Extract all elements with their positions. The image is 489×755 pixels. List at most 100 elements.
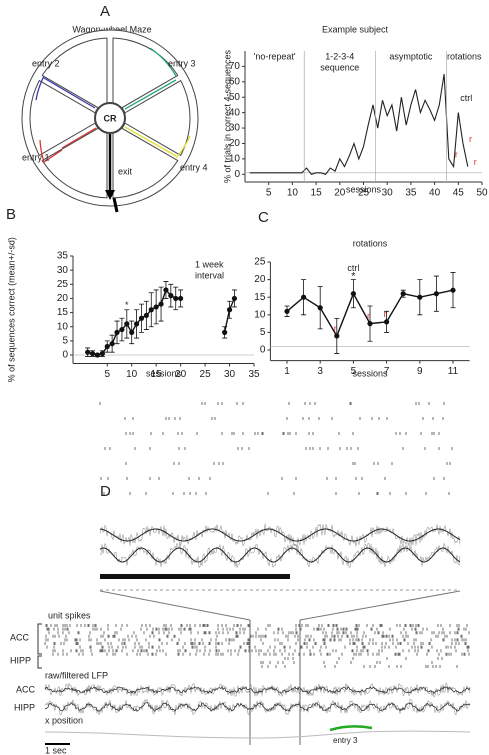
data-point (124, 321, 130, 327)
significance-star: * (351, 271, 356, 283)
maze-ring-inner (22, 30, 198, 206)
y-tick-label: 20 (254, 274, 266, 285)
x-tick-label: 11 (448, 366, 459, 377)
y-tick-label: 20 (57, 293, 69, 304)
lfp-trace (44, 698, 471, 716)
y-tick-label: 70 (229, 61, 241, 72)
data-point (153, 304, 159, 310)
significance-star: * (125, 300, 129, 310)
lfp-trace (99, 523, 461, 548)
data-point (85, 349, 91, 355)
y-tick-label: 35 (57, 251, 69, 262)
x-tick-label: 20 (334, 188, 346, 199)
data-point (119, 326, 125, 333)
data-line (249, 74, 469, 175)
x-axis-label: sessions (352, 368, 388, 378)
spike-raster (260, 657, 458, 668)
position-label: x position (45, 715, 83, 725)
scale-label: 1 sec (45, 745, 67, 755)
y-tick-label: 20 (229, 138, 241, 149)
lfp-region-label: ACC (16, 684, 36, 694)
x-tick-label: 20 (175, 369, 187, 380)
zoom-bar (100, 574, 290, 579)
rotation-marker: r (474, 157, 477, 167)
rotation-marker: r (469, 134, 472, 144)
x-tick-label: 1 (284, 366, 290, 377)
y-axis-label: % of trials in correct 4-sequences (222, 49, 232, 183)
rotation-marker: r (334, 323, 337, 333)
maze-hub (94, 102, 126, 134)
lfp-trace (44, 701, 471, 713)
spikes-label: unit spikes (48, 610, 91, 620)
phase-label: sequence (320, 62, 359, 72)
data-point (222, 329, 228, 335)
zoom-link (99, 590, 251, 621)
x-tick-label: 45 (453, 188, 465, 199)
x-tick-label: 5 (104, 369, 110, 380)
y-tick-label: 15 (57, 307, 69, 318)
lfp-label: raw/filtered LFP (45, 670, 108, 680)
y-tick-label: 25 (57, 279, 69, 290)
annotation: interval (195, 270, 224, 280)
data-point (173, 295, 179, 302)
y-tick-label: 15 (254, 292, 266, 303)
lfp-trace (44, 682, 471, 698)
y-tick-label: 50 (229, 92, 241, 103)
data-point (138, 315, 145, 321)
y-tick-label: 10 (57, 321, 69, 332)
maze-entry-label: entry 3 (168, 58, 196, 68)
x-tick-label: 25 (358, 188, 370, 199)
data-point (163, 287, 169, 293)
y-tick-label: 10 (254, 309, 266, 320)
maze: Wagon-wheel Maze CR (21, 24, 208, 213)
data-point (367, 321, 373, 327)
position-trace (44, 730, 471, 739)
x-tick-label: 15 (151, 369, 163, 380)
annotation: 1 week (195, 259, 224, 269)
data-point (109, 341, 115, 347)
data-point (133, 321, 140, 327)
data-point (114, 329, 120, 335)
data-point (226, 307, 233, 313)
x-tick-label: 35 (405, 188, 417, 199)
panel-label: A (100, 3, 110, 20)
x-tick-label: 5 (351, 366, 357, 377)
x-tick-label: 3 (317, 366, 323, 377)
x-tick-label: 25 (200, 369, 212, 380)
x-tick-label: 30 (382, 188, 394, 199)
data-point (317, 305, 323, 311)
entry-trace (329, 725, 373, 732)
data-point (231, 295, 238, 302)
x-tick-label: 40 (429, 188, 441, 199)
maze-title: Wagon-wheel Maze (72, 24, 151, 34)
panel-label: B (6, 206, 16, 223)
spike-raster (44, 624, 470, 656)
x-tick-label: 10 (126, 369, 138, 380)
y-tick-label: 10 (229, 154, 241, 165)
x-tick-label: 5 (266, 188, 272, 199)
chart-title: Example subject (322, 24, 389, 34)
rotation-marker: r (384, 309, 387, 319)
phase-label: rotations (447, 51, 482, 61)
rotation-marker: r (367, 311, 370, 321)
ctrl-label: ctrl (460, 93, 472, 103)
data-point (334, 333, 340, 339)
y-tick-label: 60 (229, 76, 241, 87)
y-tick-label: 30 (229, 123, 241, 134)
bracket (37, 623, 42, 669)
data-point (99, 350, 105, 357)
data-point (450, 287, 456, 293)
region-label: ACC (10, 632, 30, 642)
lfp-region-label: HIPP (14, 702, 35, 712)
maze-entry-label: entry 2 (32, 58, 60, 68)
maze-exit-label: exit (118, 166, 133, 176)
lfp-trace (99, 528, 461, 542)
recording: unit spikes ACC HIPP raw/filtered LFP AC… (10, 610, 358, 755)
x-tick-label: 30 (224, 369, 236, 380)
panel-label: D (100, 483, 111, 500)
data-point (143, 312, 149, 319)
lfp-trace (44, 685, 471, 695)
y-tick-label: 25 (254, 257, 266, 268)
y-tick-label: 30 (57, 265, 69, 276)
